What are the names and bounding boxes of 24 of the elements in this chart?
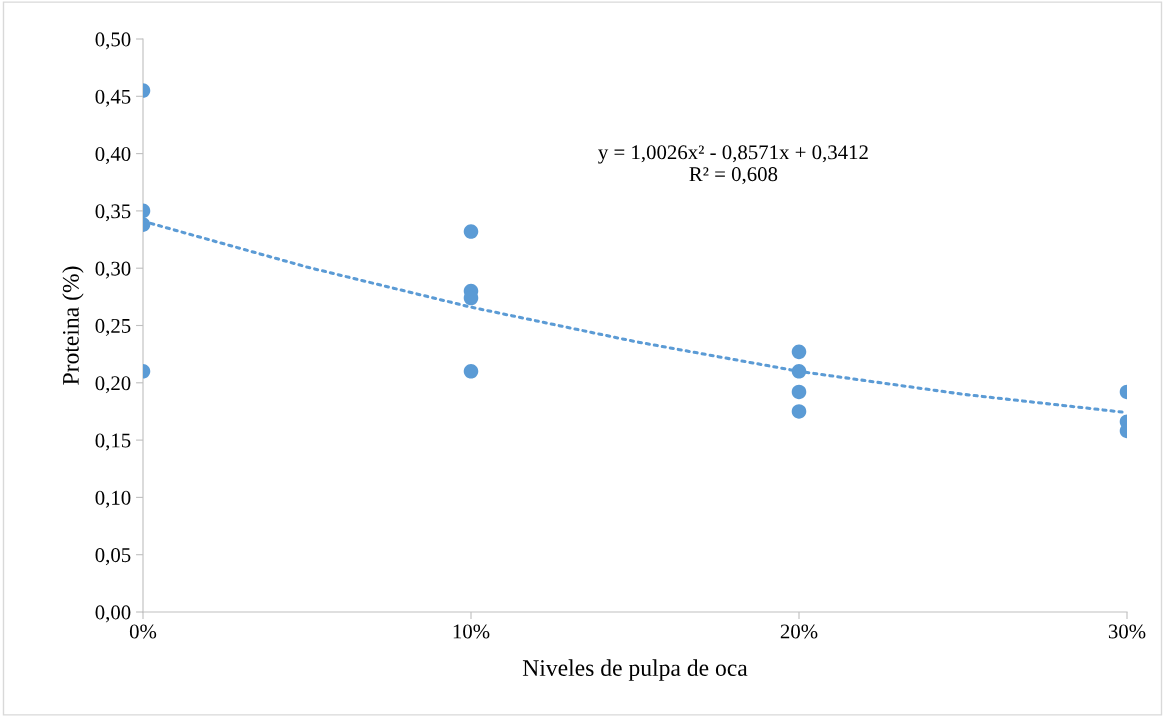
point (791, 344, 807, 360)
y-tick-label: 0,05 (95, 548, 131, 566)
point (463, 364, 479, 379)
point (791, 364, 807, 379)
y-tick-label: 0,00 (95, 605, 131, 623)
x-tick-label: 0% (129, 624, 157, 639)
point (791, 384, 807, 400)
point (463, 224, 479, 239)
x-tick-label: 20% (780, 624, 818, 639)
y-tick-label: 0,45 (95, 89, 131, 107)
y-tick-label: 0,15 (95, 433, 131, 451)
y-tick-label: 0,30 (95, 261, 131, 279)
x-tick-label: 30% (1108, 624, 1146, 639)
y-tick-label: 0,40 (95, 146, 131, 165)
point (791, 404, 807, 419)
annotation: y = 1,0026x² - 0,8571x + 0,3412 R² = 0,608 (598, 145, 868, 185)
y-axis-title: Proteina (%) (62, 266, 84, 385)
y-tick-label: 0,35 (95, 204, 131, 222)
y-tick-label: 0,20 (95, 376, 131, 394)
y-tick-label: 0,25 (95, 318, 131, 336)
y-tick-label: 0,10 (95, 490, 131, 508)
x-tick-label: 10% (453, 624, 490, 639)
x-axis-title: Niveles de pulpa de oca (522, 659, 748, 681)
y-tick-label: 0,50 (95, 32, 131, 50)
